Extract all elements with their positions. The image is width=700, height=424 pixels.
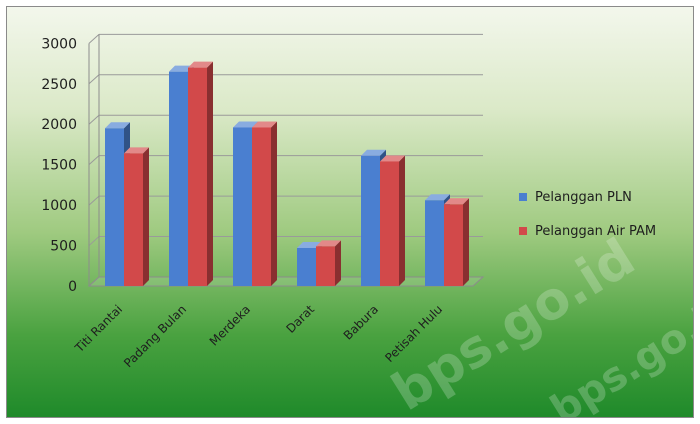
bar-side: [271, 121, 277, 287]
y-tick-label: 1000: [41, 198, 77, 214]
bar-top: [124, 147, 149, 154]
bar: [169, 71, 188, 286]
legend: Pelanggan PLN Pelanggan Air PAM: [519, 190, 656, 239]
legend-swatch: [519, 227, 527, 235]
bar-top: [444, 198, 469, 205]
y-tick-label: 1500: [41, 158, 77, 174]
bar-top: [233, 121, 258, 128]
bar-top: [105, 122, 130, 129]
bar: [105, 128, 124, 286]
gridline-slant: [88, 114, 100, 125]
y-tick-label: 0: [68, 279, 77, 295]
bar-side: [335, 240, 341, 286]
x-tick-label: Merdeka: [207, 302, 253, 348]
bar-top: [316, 240, 341, 247]
bar-side: [463, 198, 469, 286]
bar-side: [143, 147, 149, 286]
chart-area: 0 500 1000 1500 2000 2500 3000 Titi Rantai Pada…: [6, 6, 694, 418]
bar-top: [297, 241, 322, 248]
bar: [425, 200, 444, 286]
gridline-slant: [88, 195, 100, 206]
x-tick-label: Titi Rantai: [72, 302, 125, 355]
y-tick-label: 3000: [41, 36, 77, 52]
y-tick-label: 500: [50, 239, 77, 255]
y-axis-tick-labels: 0 500 1000 1500 2000 2500 3000: [41, 36, 77, 295]
bar-top: [169, 65, 194, 72]
legend-label: Pelanggan Air PAM: [535, 224, 656, 239]
x-tick-label: Babura: [341, 302, 381, 342]
bar: [361, 155, 380, 286]
bars: [105, 61, 469, 287]
y-tick-label: 2500: [41, 77, 77, 93]
bar: [233, 127, 252, 287]
x-tick-label: Padang Bulan: [121, 302, 189, 370]
bar: [124, 153, 143, 286]
bar: [297, 247, 316, 286]
legend-swatch: [519, 193, 527, 201]
bar-side: [399, 155, 405, 286]
bar: [444, 204, 463, 286]
gridline-slant: [88, 155, 100, 166]
bar: [316, 246, 335, 286]
bar-side: [207, 61, 213, 287]
bar-chart: 0 500 1000 1500 2000 2500 3000 Titi RantaiPada…: [41, 33, 693, 417]
bar-top: [425, 194, 450, 201]
gridline-slant: [88, 33, 100, 44]
bar-top: [252, 121, 277, 128]
bar: [188, 67, 207, 287]
bar: [380, 161, 399, 286]
x-tick-label: Darat: [283, 302, 317, 336]
bar-top: [361, 149, 386, 156]
bar: [252, 127, 271, 287]
legend-label: Pelanggan PLN: [535, 190, 632, 205]
y-tick-label: 2000: [41, 117, 77, 133]
gridlines: [88, 33, 483, 287]
bar-top: [380, 155, 405, 162]
gridline-slant: [88, 236, 100, 246]
gridline-slant: [88, 74, 100, 85]
bar-top: [188, 61, 213, 68]
